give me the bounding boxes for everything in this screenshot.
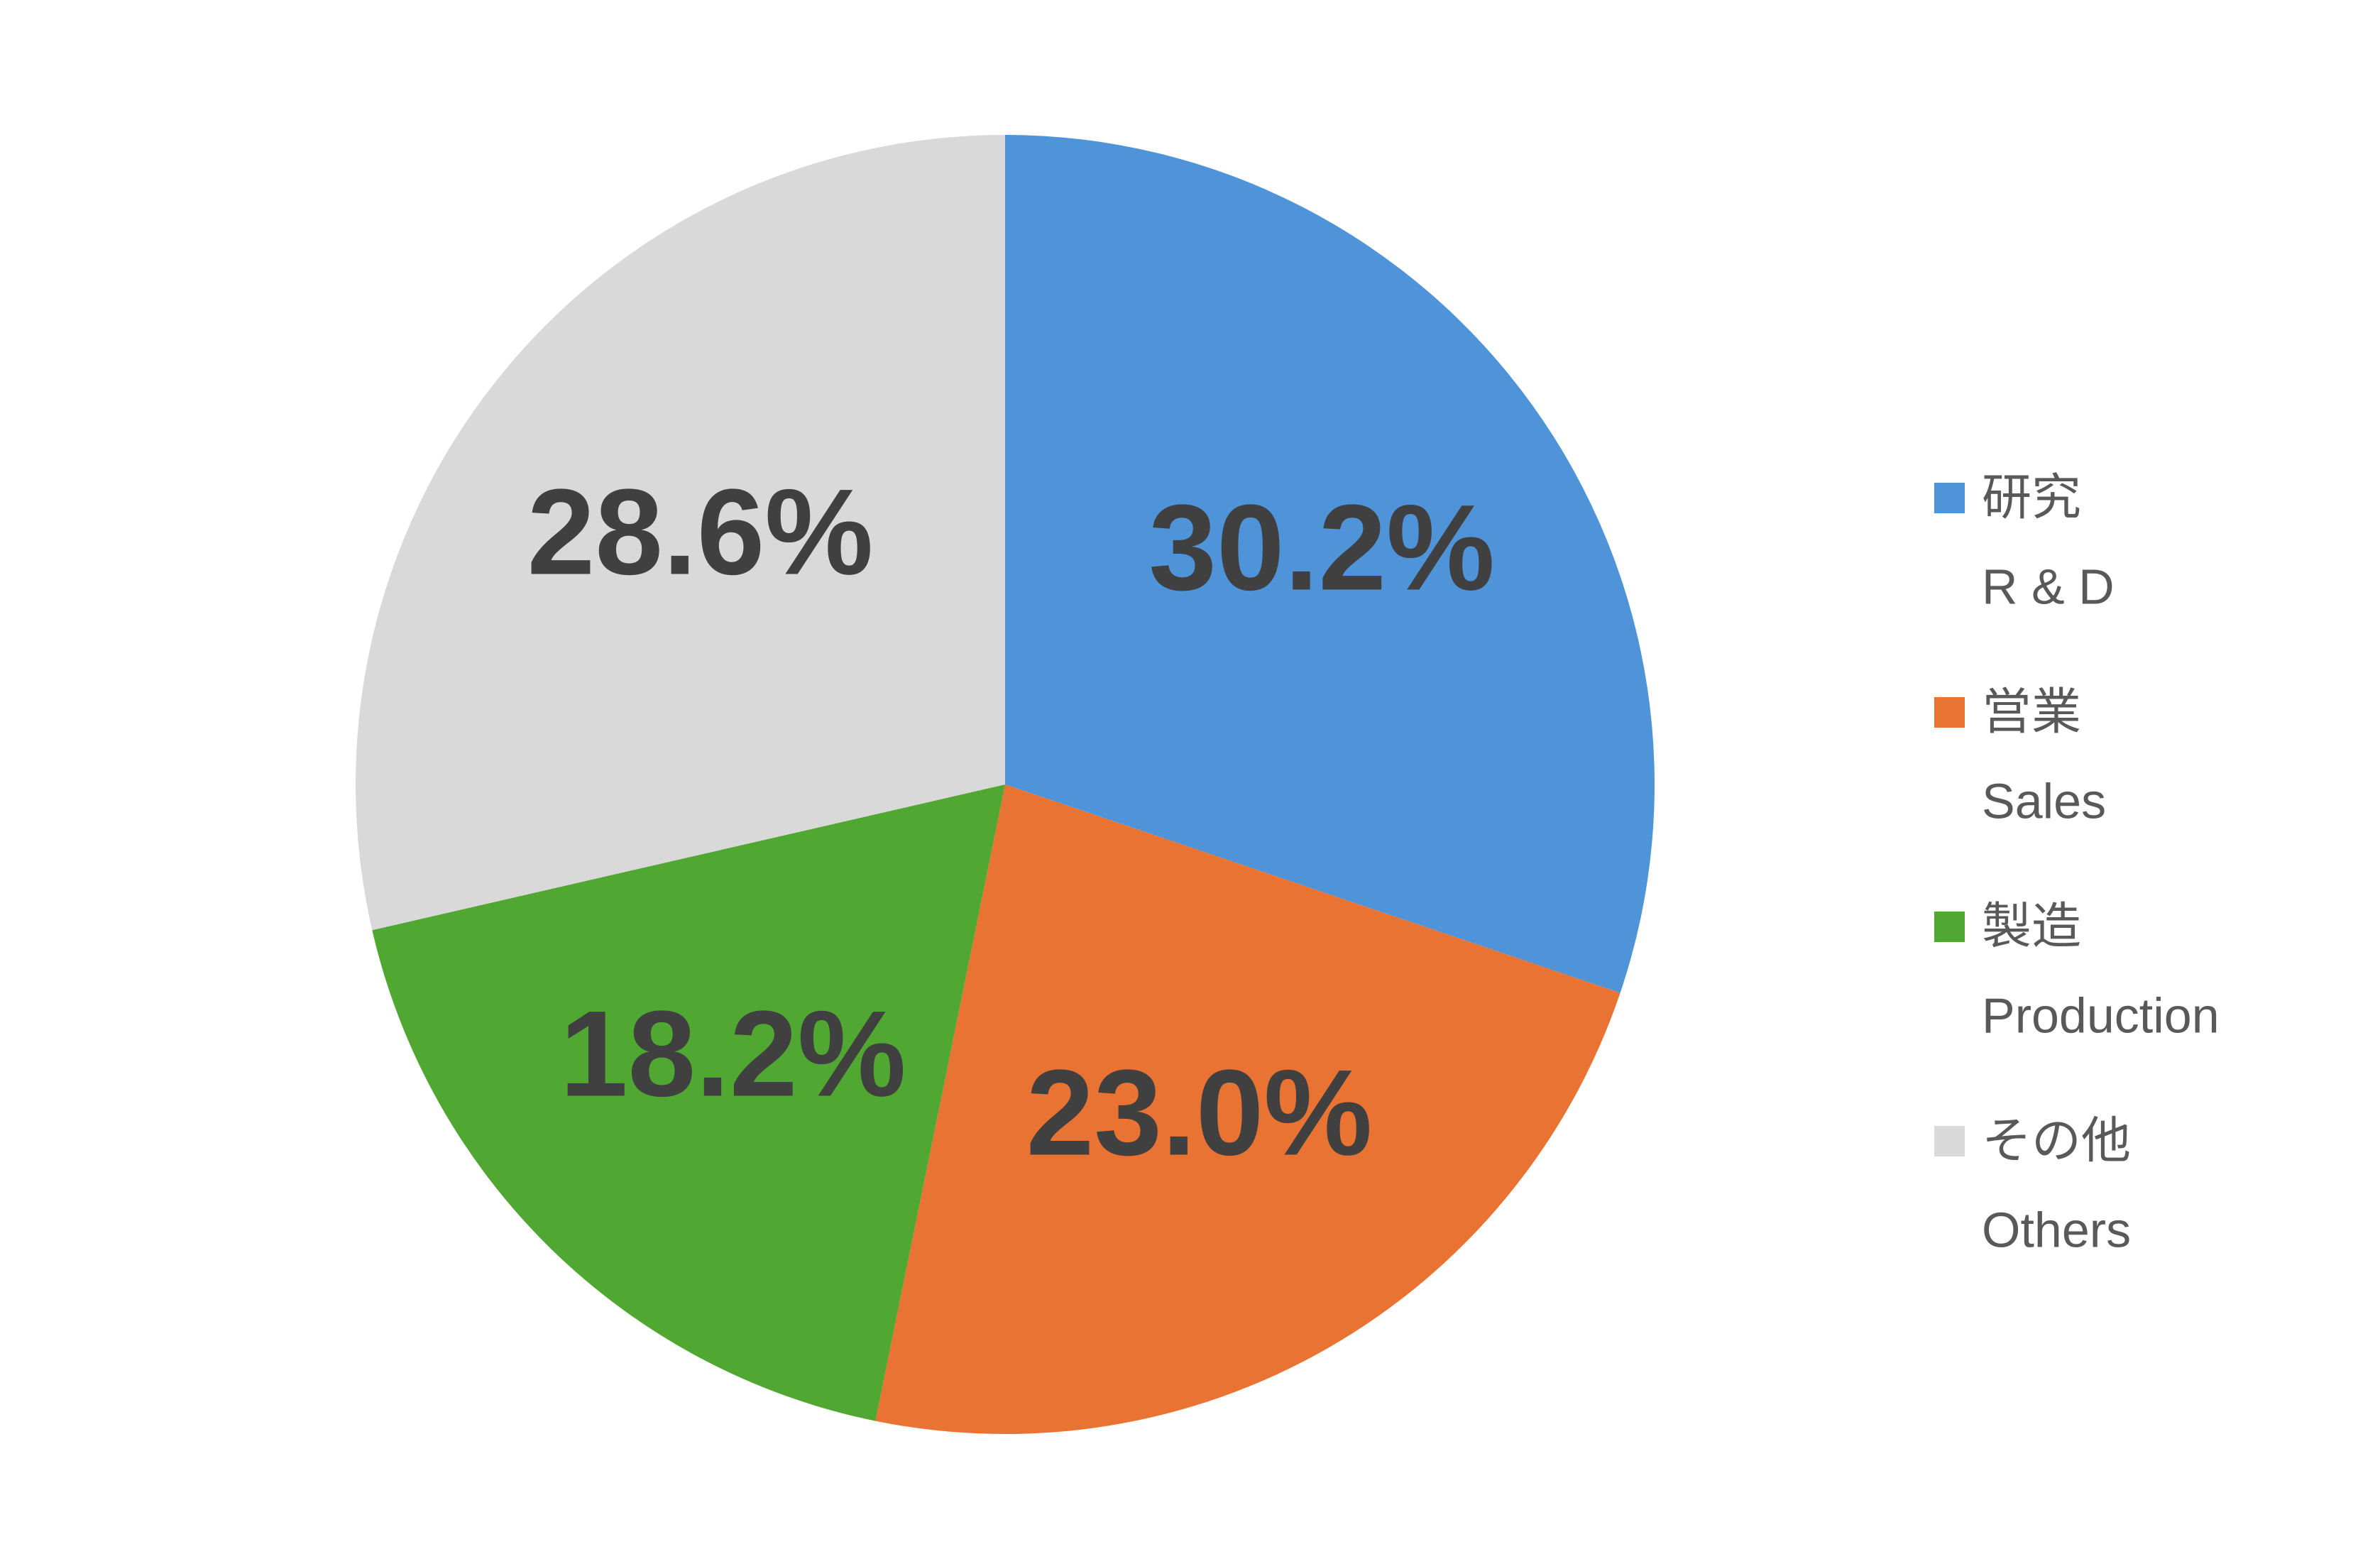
legend-label: 営業 (1982, 684, 2081, 739)
legend-label: 製造 (1982, 898, 2081, 953)
legend-sublabel: Sales (1982, 773, 2106, 828)
pie-slice (372, 784, 1005, 1421)
legend-swatch (1934, 1126, 1965, 1156)
legend-swatch (1934, 912, 1965, 942)
pie-slice (355, 135, 1005, 931)
value-label: 23.0% (1026, 1044, 1373, 1181)
legend-label: 研究 (1982, 469, 2081, 525)
pie-slice (1005, 135, 1655, 993)
pie-slice (875, 784, 1621, 1434)
value-label: 18.2% (560, 985, 906, 1122)
legend-sublabel: Others (1982, 1202, 2131, 1257)
legend-sublabel: R & D (1982, 559, 2115, 614)
value-label: 30.2% (1148, 480, 1495, 616)
legend-swatch (1934, 697, 1965, 728)
legend-sublabel: Production (1982, 987, 2220, 1043)
value-label: 28.6% (527, 464, 874, 601)
legend-swatch (1934, 483, 1965, 513)
legend-label: その他 (1982, 1112, 2131, 1168)
